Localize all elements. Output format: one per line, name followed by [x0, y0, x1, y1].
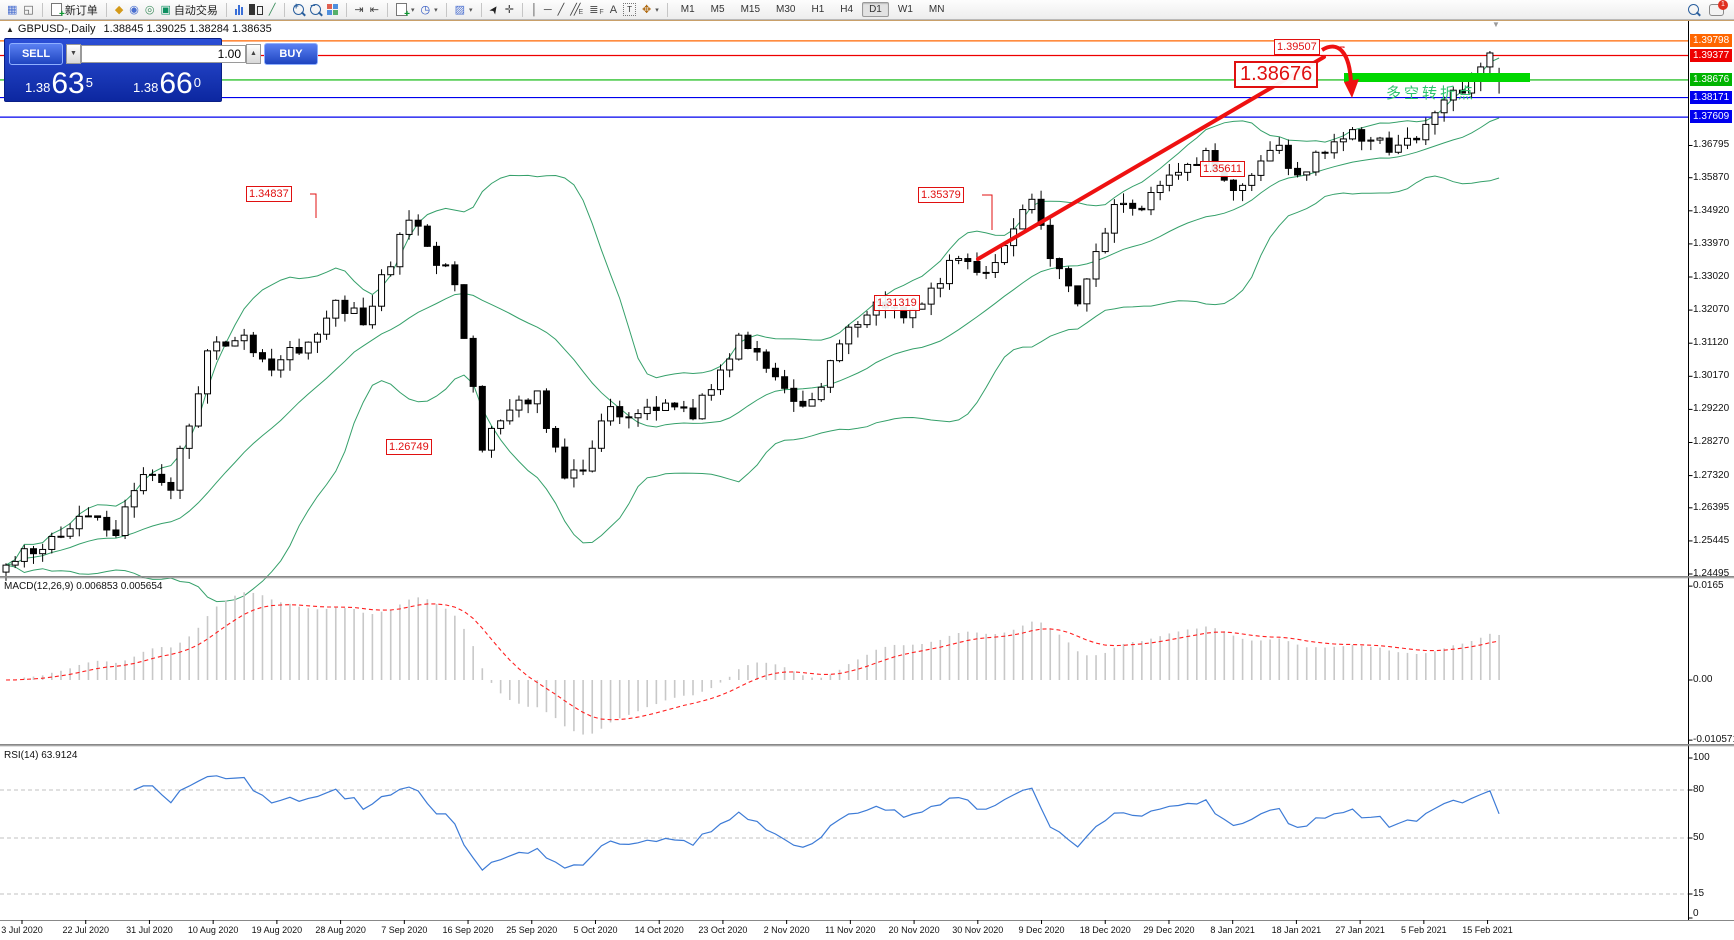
notification-badge: 1 — [1718, 0, 1728, 10]
toolbar-separator — [345, 2, 347, 17]
timeframe-button-h1[interactable]: H1 — [811, 4, 825, 15]
symbol-period-label: GBPUSD-,Daily — [17, 23, 96, 35]
profile-icon[interactable]: ◉ — [129, 3, 139, 16]
new-order-icon[interactable]: 新订单 — [48, 1, 101, 20]
volume-decrease-button[interactable]: ▼ — [66, 43, 81, 64]
zoom-out-icon[interactable] — [307, 0, 324, 16]
autotrading-icon[interactable]: ▣ 自动交易 — [160, 3, 218, 17]
channel-icon[interactable]: ╱╱ E — [570, 3, 584, 17]
label-icon[interactable]: T — [620, 2, 639, 17]
volume-increase-button[interactable]: ▲ — [246, 43, 261, 64]
timeframe-button-m15[interactable]: M15 — [740, 4, 761, 15]
scroll-to-end-icon[interactable]: ▼ — [1492, 20, 1500, 29]
line-chart-icon[interactable]: ╱ — [268, 3, 276, 16]
fibonacci-icon[interactable]: ≣ F — [589, 3, 604, 17]
chat-icon[interactable]: 1 — [1709, 0, 1728, 16]
search-icon[interactable] — [1688, 4, 1699, 15]
toolbar-separator — [480, 2, 482, 17]
sell-button[interactable]: SELL — [9, 42, 63, 65]
arrows-icon[interactable]: ✥ ▾ — [642, 3, 659, 16]
data-window-icon[interactable]: ◱ — [23, 3, 34, 16]
bar-chart-icon[interactable] — [232, 3, 246, 16]
trendline-icon[interactable]: ╱ — [557, 3, 565, 16]
crosshair-icon[interactable]: ✛ — [504, 3, 514, 16]
chart-title: ▲ GBPUSD-,Daily 1.38845 1.39025 1.38284 1.… — [6, 23, 272, 35]
toolbar-separator — [283, 2, 285, 17]
period-icon[interactable]: ◷ ▾ — [420, 3, 438, 16]
vertical-line-icon[interactable]: │ — [530, 3, 538, 16]
chart-shift-icon[interactable]: ⇤ — [369, 3, 379, 16]
toolbar-separator — [41, 2, 43, 17]
timeframe-button-m1[interactable]: M1 — [680, 4, 695, 15]
timeframe-button-mn[interactable]: MN — [928, 4, 945, 15]
timeframe-button-d1[interactable]: D1 — [862, 2, 889, 17]
ohlc-values: 1.38845 1.39025 1.38284 1.38635 — [103, 23, 272, 35]
add-indicator-icon[interactable]: ▾ — [393, 2, 418, 20]
one-click-trading-panel: SELL ▼ ▲ BUY 1.38 63 5 1.38 66 0 — [4, 38, 318, 102]
toolbar-separator — [666, 2, 668, 17]
styles-icon[interactable]: ◆ — [114, 3, 124, 16]
ask-price: 1.38 66 0 — [133, 67, 201, 100]
tile-windows-icon[interactable] — [324, 3, 341, 16]
toolbar-separator — [521, 2, 523, 17]
candle-chart-icon[interactable] — [246, 3, 266, 16]
timeframe-button-m30[interactable]: M30 — [776, 4, 796, 15]
auto-scroll-icon[interactable]: ⇥ — [354, 3, 364, 16]
toolbar-separator — [386, 2, 388, 17]
bid-price: 1.38 63 5 — [25, 67, 93, 100]
toolbar-separator — [105, 2, 107, 17]
timeframe-bar: M1 M5 M15 M30 H1 H4 D1 W1 MN — [673, 0, 953, 19]
volume-input[interactable] — [81, 44, 246, 63]
toolbar-right: 1 — [1688, 0, 1730, 16]
toolbar: ▦ ◱ 新订单 ◆ ◉ ◎ ▣自动交易 ╱ ⇥ ⇤ ▾◷▾ ▨▾ ➤✛ │ ─ ╱ ╱╱E ≣F AT✥▾ M1 M5… — [0, 0, 1734, 20]
timeframe-button-m5[interactable]: M5 — [710, 4, 725, 15]
templates-icon[interactable]: ▨ ▾ — [454, 3, 473, 16]
toolbar-separator — [445, 2, 447, 17]
toolbar-icons: ▦ ◱ 新订单 ◆ ◉ ◎ ▣自动交易 ╱ ⇥ ⇤ ▾◷▾ ▨▾ ➤✛ │ ─ ╱ ╱╱E ≣F AT✥▾ — [4, 0, 673, 20]
zoom-in-icon[interactable] — [290, 1, 307, 16]
toolbar-separator — [225, 2, 227, 17]
horizontal-line-icon[interactable]: ─ — [543, 3, 552, 16]
market-watch-icon[interactable]: ▦ — [7, 3, 18, 16]
signals-icon[interactable]: ◎ — [144, 3, 155, 16]
cursor-icon[interactable]: ➤ — [486, 2, 502, 17]
buy-button[interactable]: BUY — [264, 42, 318, 65]
symbol-marker-icon: ▲ — [6, 25, 14, 34]
timeframe-button-w1[interactable]: W1 — [897, 4, 913, 15]
text-icon[interactable]: A — [609, 3, 618, 16]
timeframe-button-h4[interactable]: H4 — [840, 4, 854, 15]
